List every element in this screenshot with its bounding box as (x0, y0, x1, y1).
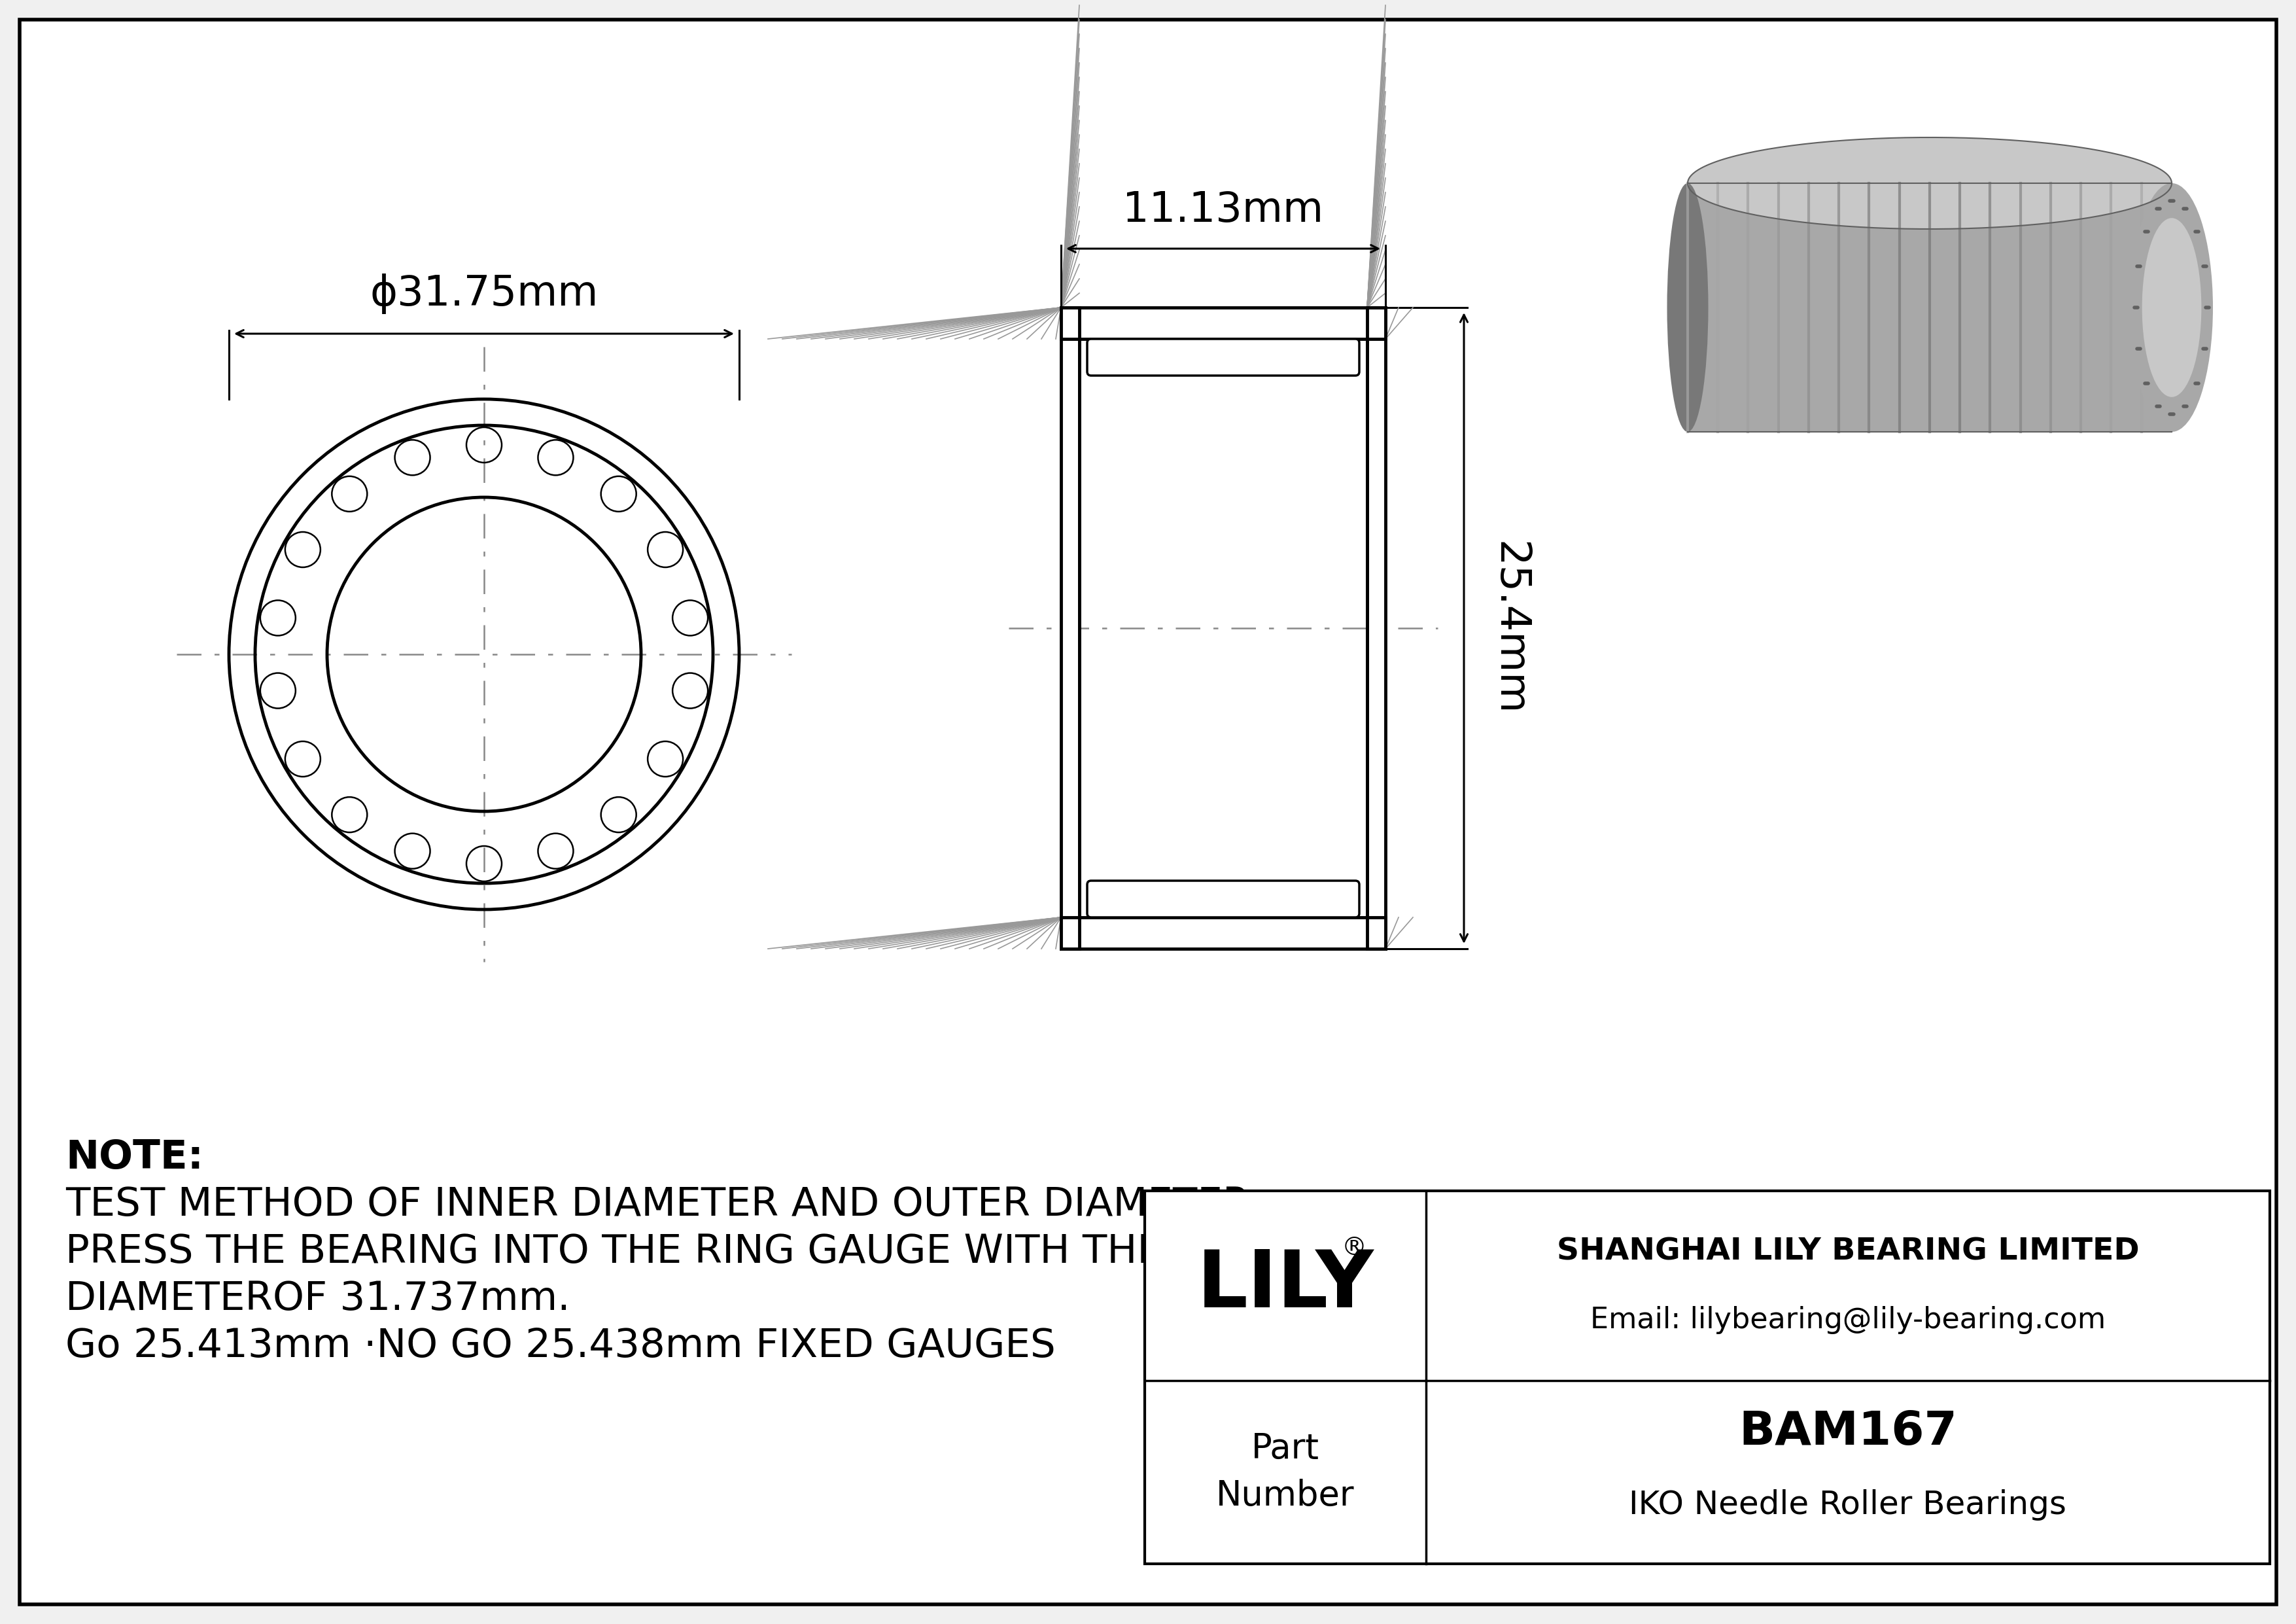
Text: TEST METHOD OF INNER DIAMETER AND OUTER DIAMETER.: TEST METHOD OF INNER DIAMETER AND OUTER … (64, 1186, 1263, 1224)
Text: Go 25.413mm ·NO GO 25.438mm FIXED GAUGES: Go 25.413mm ·NO GO 25.438mm FIXED GAUGES (64, 1327, 1056, 1366)
Text: NOTE:: NOTE: (64, 1138, 204, 1177)
Bar (1366, 307, 1384, 948)
Ellipse shape (1667, 184, 1708, 432)
FancyBboxPatch shape (1088, 339, 1359, 375)
Text: SHANGHAI LILY BEARING LIMITED: SHANGHAI LILY BEARING LIMITED (1557, 1237, 2140, 1267)
Text: 25.4mm: 25.4mm (1488, 541, 1529, 715)
Text: BAM167: BAM167 (1738, 1410, 1956, 1455)
Ellipse shape (2142, 218, 2202, 396)
Ellipse shape (1688, 138, 2172, 229)
Bar (1061, 918, 1384, 948)
Ellipse shape (2131, 184, 2213, 432)
Text: ϕ31.75mm: ϕ31.75mm (370, 273, 599, 313)
Bar (1061, 307, 1079, 948)
Text: Part
Number: Part Number (1217, 1431, 1355, 1514)
Text: Email: lilybearing@lily-bearing.com: Email: lilybearing@lily-bearing.com (1591, 1306, 2105, 1333)
Text: 11.13mm: 11.13mm (1123, 190, 1325, 231)
Text: PRESS THE BEARING INTO THE RING GAUGE WITH THE INNER: PRESS THE BEARING INTO THE RING GAUGE WI… (64, 1233, 1300, 1272)
Polygon shape (1871, 291, 2105, 338)
Text: ®: ® (1341, 1236, 1366, 1260)
Text: LILY: LILY (1196, 1247, 1373, 1324)
Polygon shape (1688, 184, 2172, 432)
FancyBboxPatch shape (1088, 880, 1359, 918)
Text: IKO Needle Roller Bearings: IKO Needle Roller Bearings (1630, 1489, 2066, 1522)
Text: DIAMETEROF 31.737mm.: DIAMETEROF 31.737mm. (64, 1280, 569, 1319)
Bar (1061, 307, 1384, 339)
Bar (1146, 1190, 2271, 1564)
